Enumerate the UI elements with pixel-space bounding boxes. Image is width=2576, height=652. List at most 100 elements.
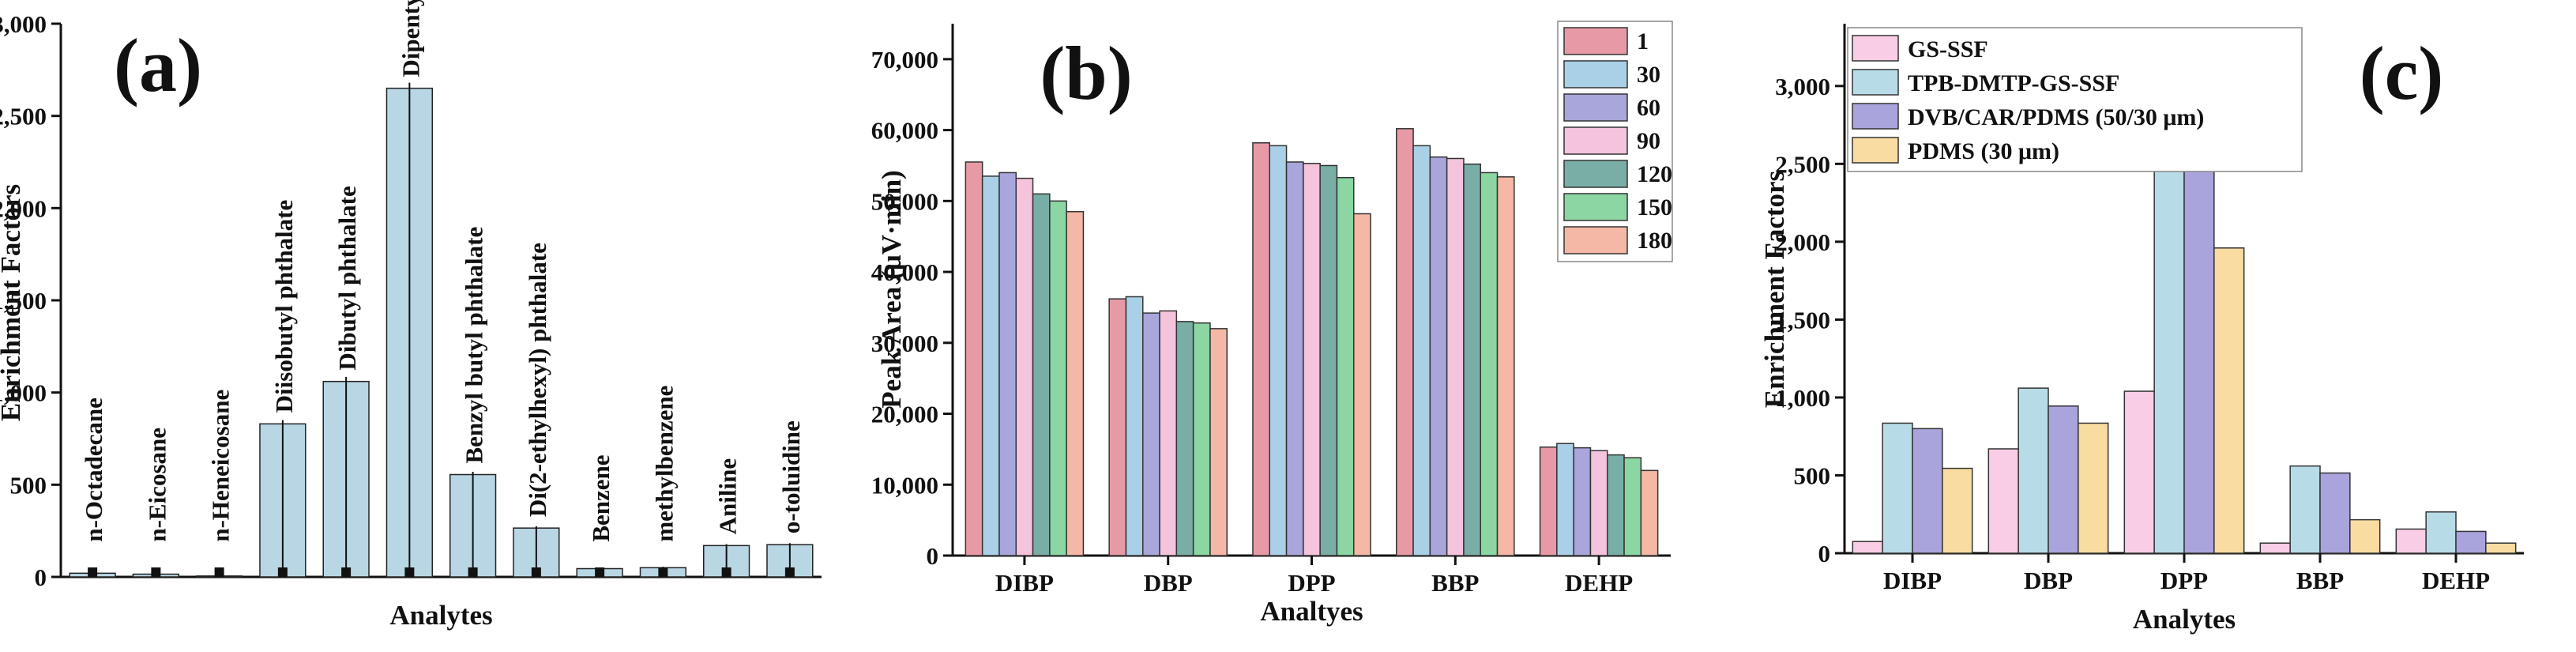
bar xyxy=(1480,171,1499,556)
legend-label: PDMS (30 μm) xyxy=(1908,138,2059,164)
legend-swatch xyxy=(1563,27,1628,55)
x-tick-label: BBP xyxy=(2296,567,2344,594)
bar xyxy=(1852,541,1883,554)
bar xyxy=(1942,467,1973,554)
bar xyxy=(2153,140,2185,554)
bar xyxy=(981,175,1000,556)
bar xyxy=(2078,422,2109,554)
error-cap-marker xyxy=(277,567,288,577)
y-tick-label: 2,000 xyxy=(0,194,47,222)
category-label: n-Eicosane xyxy=(143,428,171,542)
category-label: n-Heneicosane xyxy=(207,390,235,542)
legend-label: 90 xyxy=(1637,128,1660,154)
error-cap-marker xyxy=(658,567,668,577)
bar xyxy=(2183,161,2215,554)
bar xyxy=(1573,447,1592,556)
y-tick-label: 0 xyxy=(1818,540,1831,567)
bar xyxy=(1049,200,1067,556)
legend-swatch xyxy=(1852,103,1899,130)
legend-frame xyxy=(1847,27,2303,172)
x-tick-label: DBP xyxy=(2024,567,2073,594)
y-tick-label: 0 xyxy=(35,563,47,591)
category-label: Di(2-ethylhexyl) phthalate xyxy=(524,243,551,517)
y-tick-label: 20,000 xyxy=(871,401,938,428)
bar xyxy=(1882,422,1913,554)
category-label: Benzyl butyl phthalate xyxy=(461,227,488,464)
bar xyxy=(1446,157,1465,556)
y-tick-label: 500 xyxy=(1794,462,1831,489)
category-label: Aniline xyxy=(714,458,742,534)
y-axis-label: Enrichment Factors xyxy=(0,184,26,421)
panel-label: (c) xyxy=(2360,31,2444,115)
legend-label: 1 xyxy=(1637,28,1649,55)
y-tick-label: 2,500 xyxy=(1775,150,1830,178)
bar xyxy=(2395,528,2427,554)
legend-label: 60 xyxy=(1637,95,1660,121)
bar xyxy=(1142,312,1160,556)
legend-swatch xyxy=(1563,226,1628,254)
x-tick-label: BBP xyxy=(1431,569,1479,597)
legend-swatch xyxy=(1852,35,1899,62)
bar xyxy=(1015,177,1034,556)
bar xyxy=(2018,387,2049,554)
legend-label: 120 xyxy=(1637,161,1672,187)
y-tick-label: 0 xyxy=(927,542,939,570)
bar xyxy=(2319,472,2351,554)
bar xyxy=(1606,454,1625,556)
bar xyxy=(1319,164,1338,556)
bar xyxy=(1396,128,1414,556)
bar xyxy=(2048,405,2079,554)
bar xyxy=(1412,145,1431,556)
error-cap-marker xyxy=(88,567,98,577)
category-label: methylbenzene xyxy=(650,386,678,542)
error-cap-marker xyxy=(531,567,541,577)
panel-label: (a) xyxy=(114,23,202,107)
category-label: Benzene xyxy=(587,454,615,541)
y-tick-label: 1,500 xyxy=(1775,306,1830,334)
error-cap-marker xyxy=(151,567,161,577)
panel-label: (b) xyxy=(1040,31,1132,115)
category-label: Diisobutyl phthalate xyxy=(270,200,298,413)
legend-swatch xyxy=(1563,126,1628,155)
y-tick-label: 3,000 xyxy=(1775,73,1830,100)
x-axis-label: Analytes xyxy=(2133,604,2236,635)
bar xyxy=(1175,321,1194,556)
bar xyxy=(1352,213,1371,556)
y-axis-label: Enrichment Factors xyxy=(1759,171,1790,408)
category-label: n-Octadecane xyxy=(80,398,107,542)
error-cap-marker xyxy=(214,567,224,577)
x-axis-label: Analytes xyxy=(389,600,492,631)
bar xyxy=(1640,469,1659,556)
bar xyxy=(1285,161,1304,556)
bar xyxy=(998,171,1017,556)
error-cap-marker xyxy=(721,567,731,577)
bar xyxy=(2289,465,2321,554)
legend-swatch xyxy=(1563,93,1628,122)
y-tick-label: 2,500 xyxy=(0,103,47,130)
y-tick-label: 1,000 xyxy=(1775,384,1830,412)
bar xyxy=(2485,542,2517,554)
bar xyxy=(1108,298,1127,556)
bar xyxy=(965,161,983,556)
x-tick-label: DEHP xyxy=(1565,569,1633,597)
bar xyxy=(1589,450,1608,556)
x-tick-label: DEHP xyxy=(2422,567,2490,594)
legend-label: 30 xyxy=(1637,62,1660,88)
bar xyxy=(1429,156,1448,556)
error-cap-marker xyxy=(404,567,415,577)
x-tick-label: DBP xyxy=(1144,569,1193,597)
y-tick-label: 3,000 xyxy=(0,10,47,38)
bar xyxy=(2123,390,2155,554)
y-tick-label: 500 xyxy=(10,471,47,499)
bar xyxy=(1496,176,1515,556)
x-axis-label: Analtyes xyxy=(1260,596,1363,627)
category-label: Dibutyl phthalate xyxy=(333,186,361,370)
bar xyxy=(1159,310,1178,556)
legend-label: TPB-DMTP-GS-SSF xyxy=(1908,70,2119,96)
bar xyxy=(1303,163,1321,556)
legend-label: GS-SSF xyxy=(1908,36,1988,62)
y-tick-label: 1,500 xyxy=(0,287,47,315)
chart-panel-b: 0 10,000 20,000 30,000 40,000 50,000 60,000 70,… xyxy=(871,21,1673,627)
legend-label: 150 xyxy=(1637,194,1672,220)
